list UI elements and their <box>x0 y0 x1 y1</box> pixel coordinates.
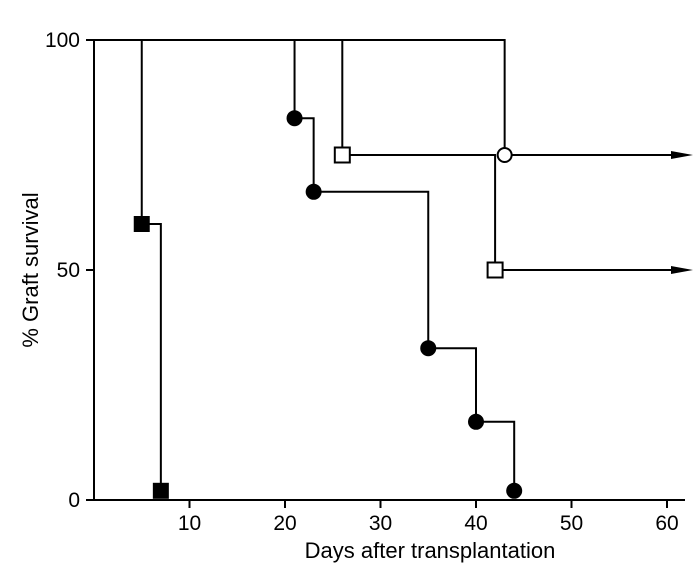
open-square-marker <box>486 261 504 279</box>
ticks-layer: 10 20 30 40 50 60 0 50 100 <box>45 29 679 535</box>
filled-square-marker <box>152 482 169 499</box>
filled-circle-marker <box>305 183 322 200</box>
x-tick-label: 30 <box>369 512 392 535</box>
x-tick-label: 60 <box>655 512 678 535</box>
y-axis-label: % Graft survival <box>18 192 43 347</box>
y-tick-label: 0 <box>68 489 80 512</box>
filled-circle-marker <box>506 482 523 499</box>
y-tick-label: 50 <box>57 259 80 282</box>
open-square-marker <box>333 146 351 164</box>
series-2-arrowhead <box>671 266 693 274</box>
series-3-arrowhead <box>671 151 693 159</box>
x-tick-label: 40 <box>464 512 487 535</box>
open-circle-marker <box>496 147 513 163</box>
filled-square-marker <box>133 216 150 232</box>
x-tick-label: 50 <box>560 512 583 535</box>
markers-layer <box>133 110 523 499</box>
filled-circle-marker <box>468 413 484 430</box>
steps-layer <box>94 39 693 491</box>
series-3-step-line <box>94 39 667 156</box>
filled-circle-marker <box>420 340 437 357</box>
x-tick-label: 10 <box>178 512 201 535</box>
x-axis-label: Days after transplantation <box>305 538 556 563</box>
series-1-step-line <box>94 39 516 491</box>
y-tick-label: 100 <box>45 29 80 52</box>
x-tick-label: 20 <box>273 512 296 535</box>
series-0-step-line <box>94 39 162 491</box>
filled-circle-marker <box>286 110 303 127</box>
